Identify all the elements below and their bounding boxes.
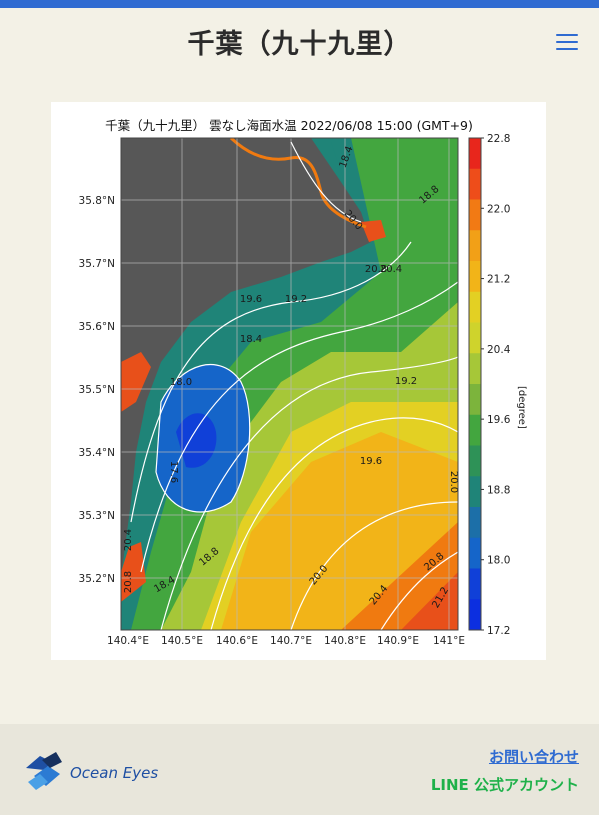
y-tick-label: 35.4°N <box>79 447 115 459</box>
x-axis-ticks: 140.4°E 140.5°E 140.6°E 140.7°E 140.8°E 140.9… <box>107 635 465 647</box>
colorbar-segment <box>469 476 481 508</box>
y-tick-label: 35.7°N <box>79 258 115 270</box>
contour-label: 18.0 <box>170 377 192 388</box>
y-tick-label: 35.6°N <box>79 321 115 333</box>
colorbar-tick-label: 17.2 <box>487 625 510 637</box>
colorbar-segment <box>469 230 481 262</box>
footer: Ocean Eyes お問い合わせ LINE 公式アカウント <box>0 724 599 815</box>
ocean-eyes-logo-icon <box>26 752 62 790</box>
ocean-eyes-logo[interactable]: Ocean Eyes <box>24 748 164 794</box>
contour-label: 18.4 <box>240 334 262 345</box>
top-accent-bar <box>0 0 599 8</box>
colorbar-segment <box>469 384 481 416</box>
colorbar-segment <box>469 199 481 231</box>
y-axis-ticks: 35.8°N 35.7°N 35.6°N 35.5°N 35.4°N 35.3°N 35.2… <box>79 195 115 585</box>
x-tick-label: 141°E <box>433 635 465 647</box>
contour-label: 20.8 <box>123 571 134 593</box>
page-title: 千葉（九十九里） <box>187 29 412 60</box>
x-tick-label: 140.4°E <box>107 635 149 647</box>
contact-link[interactable]: お問い合わせ <box>488 748 579 766</box>
colorbar-segment <box>469 291 481 323</box>
sst-map-chart: 千葉（九十九里） 雲なし海面水温 2022/06/08 15:00 (GMT+9… <box>79 118 527 647</box>
contour-label: 20.0 <box>448 471 459 493</box>
y-tick-label: 35.5°N <box>79 384 115 396</box>
x-tick-label: 140.6°E <box>216 635 258 647</box>
contour-label: 20.4 <box>380 264 402 275</box>
colorbar-segment <box>469 322 481 354</box>
colorbar-tick-label: 22.0 <box>487 203 510 215</box>
sst-map-card: 千葉（九十九里） 雲なし海面水温 2022/06/08 15:00 (GMT+9… <box>51 102 546 660</box>
chart-title: 千葉（九十九里） 雲なし海面水温 2022/06/08 15:00 (GMT+9… <box>105 118 473 133</box>
contour-label: 19.6 <box>240 294 262 305</box>
x-tick-label: 140.8°E <box>324 635 366 647</box>
colorbar-segment <box>469 599 481 631</box>
contour-label: 19.2 <box>395 376 417 387</box>
x-tick-label: 140.9°E <box>377 635 419 647</box>
colorbar-tick-label: 21.2 <box>487 274 510 286</box>
ocean-eyes-logo-text: Ocean Eyes <box>70 764 158 782</box>
colorbar-segment <box>469 414 481 446</box>
sst-field <box>121 138 458 630</box>
y-tick-label: 35.2°N <box>79 573 115 585</box>
colorbar-tick-label: 19.6 <box>487 414 511 426</box>
colorbar-segment <box>469 507 481 539</box>
contour-label: 20.8 <box>365 264 387 275</box>
colorbar-tick-label: 18.8 <box>487 484 510 496</box>
x-tick-label: 140.7°E <box>270 635 312 647</box>
x-tick-label: 140.5°E <box>161 635 203 647</box>
colorbar-tick-label: 20.4 <box>487 344 511 356</box>
contour-label: 20.4 <box>123 529 134 551</box>
line-official-account-link[interactable]: LINE 公式アカウント <box>430 776 579 794</box>
colorbar-segment <box>469 353 481 385</box>
y-tick-label: 35.3°N <box>79 510 115 522</box>
contour-label: 19.6 <box>360 456 382 467</box>
y-tick-label: 35.8°N <box>79 195 115 207</box>
colorbar-segment <box>469 568 481 600</box>
colorbar-tick-label: 22.8 <box>487 133 510 145</box>
colorbar: 22.8 22.0 21.2 20.4 19.6 18.8 18.0 17.2 <box>468 133 511 637</box>
colorbar-segment <box>469 138 481 170</box>
contour-label: 19.2 <box>285 294 307 305</box>
colorbar-segment <box>469 537 481 569</box>
colorbar-segment <box>469 445 481 477</box>
colorbar-segment <box>469 168 481 200</box>
contour-lines <box>130 141 458 630</box>
colorbar-tick-label: 18.0 <box>487 555 510 567</box>
contour-label: 17.6 <box>168 461 179 483</box>
hamburger-menu-icon[interactable] <box>556 34 578 52</box>
grid <box>121 138 458 630</box>
colorbar-label: [degree] <box>516 386 527 429</box>
colorbar-segment <box>469 261 481 293</box>
